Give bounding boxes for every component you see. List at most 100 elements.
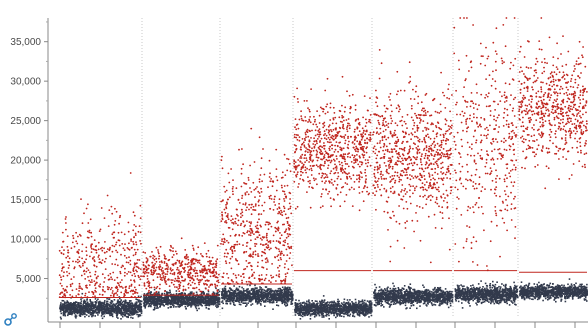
negative-droplet bbox=[432, 294, 434, 297]
negative-droplet bbox=[172, 297, 174, 299]
negative-droplet bbox=[434, 293, 436, 296]
negative-droplet bbox=[263, 291, 265, 293]
negative-droplet bbox=[264, 290, 267, 292]
negative-droplet bbox=[82, 303, 84, 306]
negative-droplet bbox=[116, 300, 119, 303]
negative-droplet bbox=[126, 307, 128, 310]
negative-droplet bbox=[338, 303, 341, 305]
negative-droplet bbox=[299, 307, 301, 309]
negative-droplet bbox=[324, 307, 327, 309]
negative-droplet bbox=[246, 292, 249, 294]
negative-droplet bbox=[184, 296, 186, 299]
negative-droplet bbox=[367, 312, 369, 315]
negative-droplet bbox=[166, 292, 168, 295]
negative-droplet bbox=[188, 293, 191, 295]
negative-droplet bbox=[347, 307, 349, 309]
negative-droplet bbox=[309, 308, 312, 311]
negative-droplet bbox=[63, 305, 66, 308]
negative-droplet bbox=[287, 293, 289, 295]
negative-droplet bbox=[257, 296, 259, 298]
negative-droplet bbox=[260, 290, 263, 292]
negative-droplet bbox=[70, 312, 72, 315]
negative-droplet bbox=[150, 297, 152, 299]
negative-droplet bbox=[300, 314, 303, 317]
negative-droplet bbox=[71, 303, 73, 306]
negative-droplet bbox=[253, 297, 256, 299]
negative-droplet bbox=[316, 303, 318, 306]
negative-droplet bbox=[199, 299, 201, 301]
negative-droplet bbox=[340, 302, 343, 304]
negative-droplet bbox=[286, 287, 289, 290]
negative-droplet bbox=[90, 302, 92, 304]
negative-droplet bbox=[396, 294, 398, 296]
negative-droplet bbox=[306, 300, 308, 303]
negative-droplet bbox=[333, 305, 335, 308]
negative-droplet bbox=[65, 308, 67, 310]
negative-droplet bbox=[187, 296, 190, 299]
negative-droplet bbox=[70, 308, 73, 311]
negative-droplet bbox=[168, 292, 170, 294]
negative-droplet bbox=[388, 290, 391, 293]
negative-droplet bbox=[182, 299, 184, 301]
negative-droplet bbox=[266, 293, 269, 296]
negative-droplet bbox=[121, 315, 124, 318]
negative-droplet bbox=[258, 297, 261, 299]
negative-droplet bbox=[156, 305, 158, 308]
negative-droplet bbox=[102, 312, 104, 314]
negative-droplet bbox=[258, 290, 260, 293]
negative-droplet bbox=[137, 306, 139, 309]
negative-droplet bbox=[289, 286, 291, 289]
negative-droplet bbox=[214, 298, 216, 301]
negative-droplet bbox=[143, 296, 145, 299]
negative-droplet bbox=[217, 302, 219, 304]
negative-droplet bbox=[335, 316, 337, 319]
negative-droplet bbox=[418, 295, 421, 298]
negative-droplet bbox=[349, 307, 352, 310]
negative-droplet bbox=[346, 314, 349, 317]
negative-droplet bbox=[64, 314, 67, 317]
negative-droplet bbox=[120, 308, 122, 310]
negative-droplet bbox=[287, 292, 290, 294]
negative-droplet bbox=[245, 289, 247, 292]
negative-droplet bbox=[254, 295, 257, 298]
negative-droplet bbox=[297, 312, 299, 315]
negative-droplet bbox=[149, 300, 152, 302]
negative-droplet bbox=[308, 302, 311, 304]
negative-droplet bbox=[167, 307, 170, 309]
negative-droplet bbox=[366, 300, 369, 302]
negative-droplet bbox=[331, 300, 333, 303]
negative-droplet bbox=[164, 299, 166, 302]
negative-droplet bbox=[281, 302, 284, 305]
negative-droplet bbox=[352, 309, 354, 311]
negative-droplet bbox=[446, 303, 449, 306]
negative-droplet bbox=[261, 292, 263, 295]
negative-droplet bbox=[129, 311, 131, 313]
negative-droplet bbox=[324, 302, 327, 305]
negative-droplet bbox=[268, 296, 271, 299]
negative-droplet bbox=[129, 314, 131, 316]
negative-droplet bbox=[444, 301, 447, 304]
negative-droplet bbox=[127, 313, 130, 315]
negative-droplet bbox=[173, 305, 175, 307]
negative-droplet bbox=[89, 299, 91, 301]
negative-droplet bbox=[65, 302, 67, 304]
negative-droplet bbox=[118, 307, 121, 310]
negative-droplet bbox=[78, 307, 80, 310]
negative-droplet bbox=[342, 309, 344, 312]
negative-droplet bbox=[123, 309, 125, 312]
negative-droplet bbox=[110, 310, 112, 312]
negative-droplet bbox=[249, 295, 251, 298]
negative-droplet bbox=[174, 295, 177, 297]
negative-droplet bbox=[354, 298, 357, 301]
negative-droplet bbox=[270, 288, 272, 290]
negative-droplet bbox=[186, 297, 188, 300]
negative-droplet bbox=[250, 299, 253, 302]
negative-droplet bbox=[291, 297, 294, 299]
negative-droplet bbox=[353, 311, 356, 314]
negative-droplet bbox=[198, 307, 200, 310]
negative-droplet bbox=[440, 302, 443, 304]
negative-droplet bbox=[138, 307, 140, 310]
negative-droplet bbox=[235, 298, 238, 300]
negative-droplet bbox=[82, 313, 85, 315]
negative-droplet bbox=[285, 294, 288, 296]
